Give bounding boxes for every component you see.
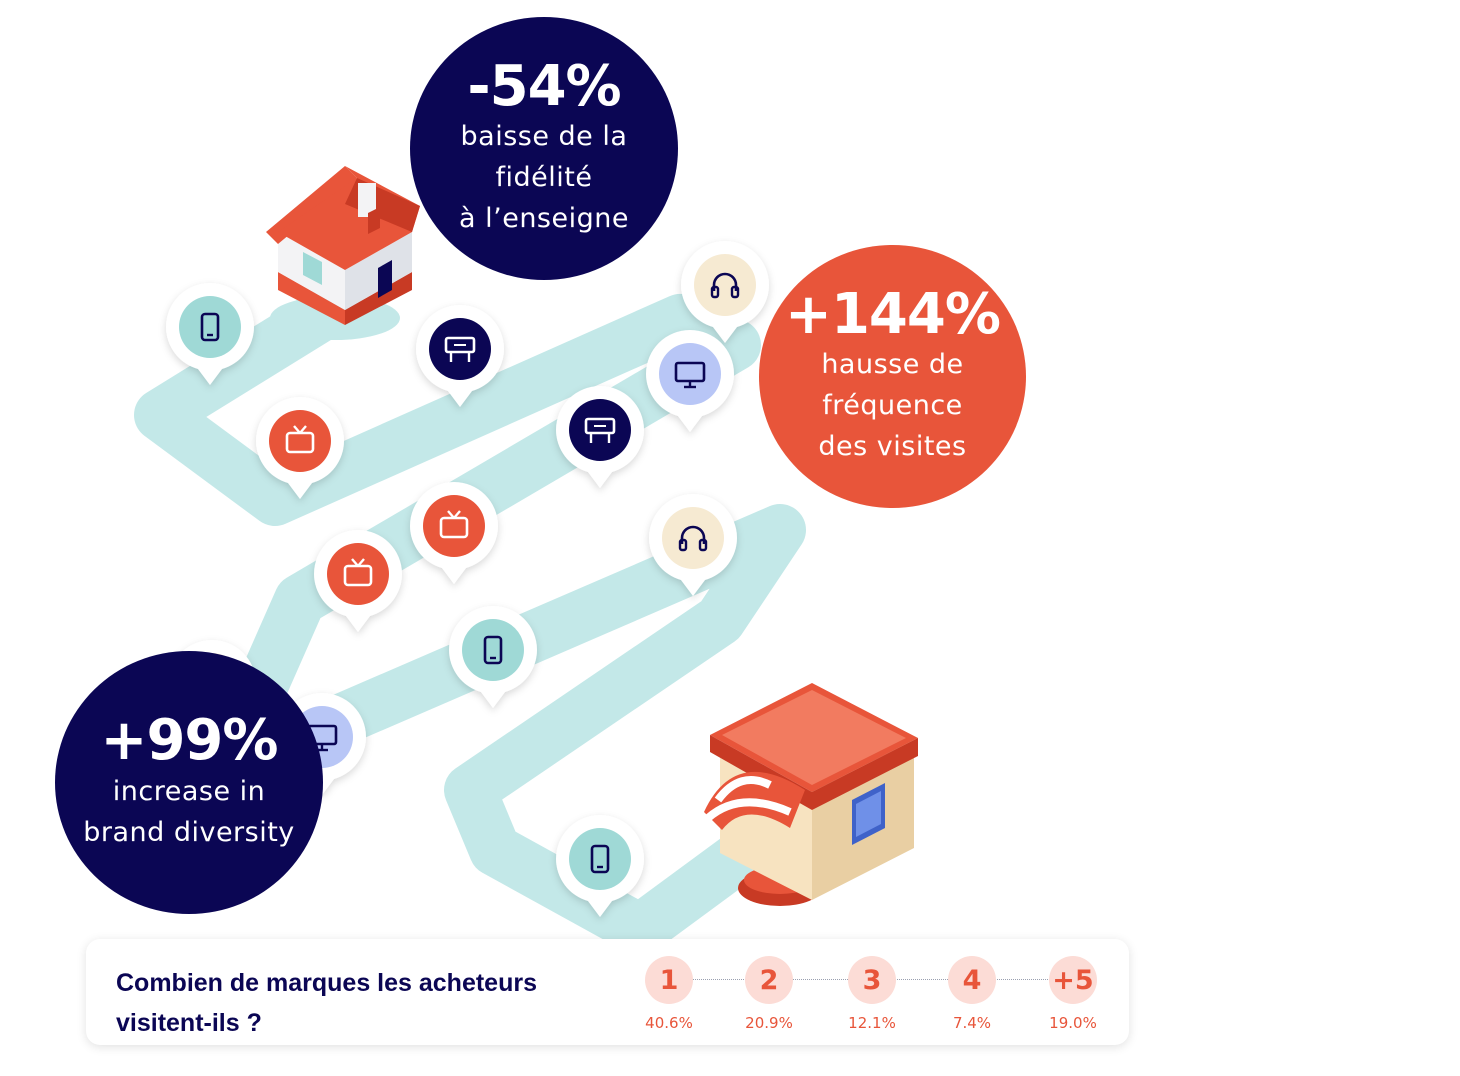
stat-diversity-bubble: +99% increase in brand diversity — [55, 651, 323, 914]
pin-tablet-2 — [449, 606, 537, 708]
pin-monitor-1 — [646, 330, 734, 432]
brand-option-label: 1 — [645, 956, 693, 1004]
brand-option-percent: 12.1% — [848, 1014, 896, 1032]
brand-count-panel: Combien de marques les acheteurs visiten… — [86, 939, 1129, 1045]
brand-option-label: +5 — [1049, 956, 1097, 1004]
pin-tablet-1 — [166, 283, 254, 385]
brand-option-4: 4 7.4% — [932, 956, 1012, 1032]
stat-frequency-label: hausse de fréquence des visites — [818, 349, 967, 463]
pin-headphones-2 — [649, 494, 737, 596]
brand-option-percent: 40.6% — [645, 1014, 693, 1032]
brand-option-percent: 20.9% — [745, 1014, 793, 1032]
brand-option-5-plus: +5 19.0% — [1033, 956, 1113, 1032]
brand-option-label: 2 — [745, 956, 793, 1004]
stat-diversity-label: increase in brand diversity — [83, 775, 295, 848]
pin-tablet-3 — [556, 815, 644, 917]
house-illustration — [266, 166, 420, 340]
pin-tv-2 — [410, 482, 498, 584]
brand-option-1: 1 40.6% — [629, 956, 709, 1032]
pin-sign-2 — [556, 386, 644, 488]
store-illustration — [704, 683, 918, 906]
brand-option-label: 3 — [848, 956, 896, 1004]
stat-loyalty-bubble: -54% baisse de la fidélité à l’enseigne — [410, 17, 678, 280]
brand-option-percent: 19.0% — [1049, 1014, 1097, 1032]
pin-sign-1 — [416, 305, 504, 407]
pin-tv-1 — [256, 397, 344, 499]
stat-frequency-bubble: +144% hausse de fréquence des visites — [759, 245, 1026, 508]
brand-option-3: 3 12.1% — [832, 956, 912, 1032]
stat-loyalty-value: -54% — [467, 53, 621, 119]
brand-option-label: 4 — [948, 956, 996, 1004]
stat-frequency-value: +144% — [785, 281, 1001, 347]
stat-diversity-value: +99% — [100, 708, 279, 774]
pin-tv-3 — [314, 530, 402, 632]
brand-count-question: Combien de marques les acheteurs visiten… — [116, 969, 537, 1037]
brand-option-2: 2 20.9% — [729, 956, 809, 1032]
brand-option-percent: 7.4% — [952, 1014, 992, 1032]
pin-headphones-1 — [681, 241, 769, 343]
stat-loyalty-label: baisse de la fidélité à l’enseigne — [459, 121, 629, 235]
